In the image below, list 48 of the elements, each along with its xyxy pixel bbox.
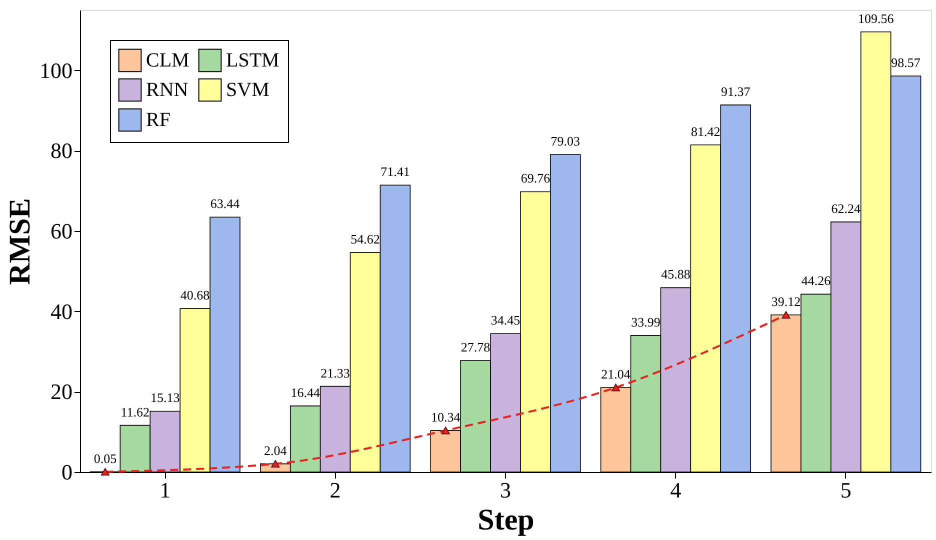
data-label: 69.76: [520, 170, 551, 186]
point: [271, 460, 280, 468]
y-axis-title: RMSE: [4, 198, 36, 285]
y-tick-label: 80: [50, 138, 72, 164]
point: [100, 468, 110, 476]
data-label: 109.56: [858, 10, 894, 26]
y-tick-label: 100: [40, 58, 72, 83]
data-label: 16.44: [290, 384, 320, 400]
data-label: 21.04: [601, 366, 631, 382]
x-tick-label: 3: [500, 478, 511, 502]
data-label: 63.44: [210, 196, 240, 212]
data-label: 81.42: [691, 124, 720, 139]
data-label: 44.26: [801, 273, 832, 288]
data-label: 54.62: [350, 232, 380, 247]
data-label: 91.37: [720, 84, 751, 99]
x-tick-label: 4: [670, 478, 682, 502]
point: [782, 311, 790, 319]
legend-label: RNN: [146, 79, 188, 101]
data-label: 0.05: [94, 450, 117, 466]
data-label: 10.34: [430, 409, 461, 424]
point: [612, 384, 620, 392]
x-axis-title: Step: [478, 504, 534, 536]
data-label: 40.68: [180, 288, 210, 303]
y-tick-label: 60: [50, 218, 72, 244]
data-label: 11.62: [120, 404, 150, 420]
data-label: 45.88: [661, 266, 690, 282]
x-tick-label: 2: [330, 478, 341, 502]
data-label: 21.33: [320, 365, 350, 380]
y-tick-label: 20: [50, 379, 72, 404]
legend-label: SVM: [226, 79, 270, 101]
y-tick-label: 40: [50, 298, 72, 324]
data-label: 15.13: [150, 390, 180, 406]
y-tick-label: 0: [62, 460, 72, 484]
x-tick-label: 1: [160, 478, 171, 502]
legend-label: CLM: [146, 49, 190, 72]
data-label: 62.24: [831, 200, 862, 216]
data-label: 33.99: [631, 314, 660, 330]
data-label: 34.45: [490, 312, 520, 328]
data-label: 27.78: [460, 339, 490, 354]
data-label: 71.41: [380, 164, 410, 180]
data-label: 2.04: [264, 442, 288, 458]
x-tick-label: 5: [840, 478, 852, 502]
data-label: 98.57: [891, 55, 921, 70]
data-label: 79.03: [550, 134, 580, 149]
legend-label: RF: [146, 109, 170, 131]
point: [441, 426, 450, 434]
data-label: 39.12: [771, 294, 801, 309]
legend-label: LSTM: [226, 49, 280, 72]
